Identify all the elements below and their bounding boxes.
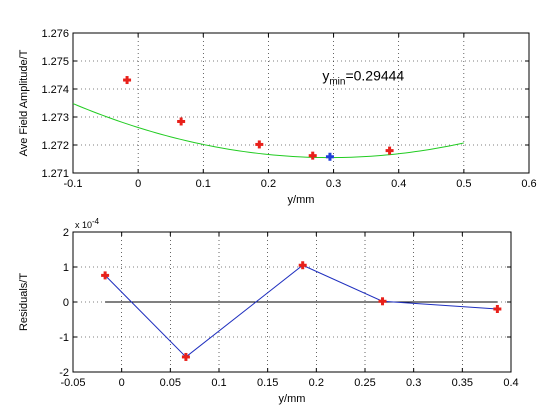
fit-chart-xlabel: y/mm bbox=[288, 194, 315, 206]
residual-point bbox=[101, 271, 110, 280]
residuals-chart-xlabel: y/mm bbox=[279, 393, 306, 405]
fit-chart-ylabel: Ave Field Amplitude/T bbox=[18, 49, 30, 156]
c2-ytick-label: -2 bbox=[59, 367, 69, 379]
c1-ytick-label: 1.275 bbox=[41, 56, 69, 68]
c1-xtick-label: 0.3 bbox=[326, 178, 341, 190]
fit-chart-plot-area bbox=[72, 32, 530, 174]
c2-ytick-label: -1 bbox=[59, 332, 69, 344]
fit-chart: -0.1 0 0.1 0.2 0.3 0.4 0.5 0.6 1.271 1.272 1.273 1.… bbox=[18, 28, 537, 206]
c2-ytick-label: 2 bbox=[63, 227, 69, 239]
c2-xtick-label: 0 bbox=[119, 377, 125, 389]
residual-point bbox=[181, 352, 190, 361]
ymin-annotation-subscript: min bbox=[329, 77, 345, 88]
c1-xtick-label: 0.6 bbox=[521, 178, 536, 190]
c2-ytick-label: 0 bbox=[63, 297, 69, 309]
c1-ytick-label: 1.276 bbox=[41, 28, 69, 40]
c1-ytick-label: 1.274 bbox=[41, 84, 69, 96]
c2-ytick-label: 1 bbox=[63, 262, 69, 274]
residual-point bbox=[298, 261, 307, 270]
c1-xtick-label: 0.5 bbox=[456, 178, 471, 190]
ymin-annotation-base: y bbox=[322, 68, 329, 84]
c2-xtick-label: 0.35 bbox=[452, 377, 473, 389]
c1-xtick-label: 0.4 bbox=[391, 178, 406, 190]
data-point bbox=[308, 151, 317, 160]
c2-xtick-label: 0.3 bbox=[406, 377, 421, 389]
residuals-scale-exponent: x 10-4 bbox=[75, 217, 100, 230]
residuals-chart-ylabel: Residuals/T bbox=[18, 273, 30, 331]
residual-point bbox=[378, 297, 387, 306]
fit-chart-grid bbox=[73, 33, 529, 173]
ymin-annotation: ymin=0.29444 bbox=[322, 68, 404, 88]
residuals-scale-base: x 10 bbox=[75, 220, 92, 230]
data-point bbox=[385, 146, 394, 155]
residuals-chart: -0.05 0 0.05 0.1 0.15 0.2 0.25 0.3 0.35 0.4 -2 -1 0 1… bbox=[18, 217, 519, 405]
c2-xtick-label: 0.4 bbox=[503, 377, 518, 389]
c1-xtick-label: 0.2 bbox=[261, 178, 276, 190]
c1-ytick-label: 1.273 bbox=[41, 112, 69, 124]
residuals-chart-points bbox=[101, 261, 502, 361]
c1-xtick-label: 0 bbox=[135, 178, 141, 190]
c1-ytick-label: 1.271 bbox=[41, 168, 69, 180]
c2-xtick-label: -0.05 bbox=[60, 377, 85, 389]
c1-ytick-label: 1.272 bbox=[41, 140, 69, 152]
data-point bbox=[255, 140, 264, 149]
c1-xtick-label: -0.1 bbox=[64, 178, 83, 190]
residual-point bbox=[493, 305, 502, 313]
c1-xtick-label: 0.1 bbox=[196, 178, 211, 190]
data-point bbox=[177, 117, 186, 126]
c2-xtick-label: 0.25 bbox=[354, 377, 375, 389]
data-point bbox=[123, 76, 132, 85]
residuals-scale-power: -4 bbox=[92, 217, 100, 226]
c2-xtick-label: 0.15 bbox=[257, 377, 278, 389]
fit-chart-points bbox=[123, 76, 394, 161]
residuals-chart-ticks: -0.05 0 0.05 0.1 0.15 0.2 0.25 0.3 0.35 0.4 -2 -1 0 1… bbox=[59, 227, 518, 389]
fit-curve bbox=[72, 103, 464, 159]
ymin-annotation-value: =0.29444 bbox=[345, 68, 404, 84]
c2-xtick-label: 0.05 bbox=[160, 377, 181, 389]
minimum-point bbox=[325, 152, 334, 161]
fit-chart-ticks: -0.1 0 0.1 0.2 0.3 0.4 0.5 0.6 1.271 1.272 1.273 1.… bbox=[41, 28, 536, 190]
c2-xtick-label: 0.2 bbox=[309, 377, 324, 389]
fit-chart-curve-layer bbox=[72, 103, 464, 159]
c2-xtick-label: 0.1 bbox=[211, 377, 226, 389]
